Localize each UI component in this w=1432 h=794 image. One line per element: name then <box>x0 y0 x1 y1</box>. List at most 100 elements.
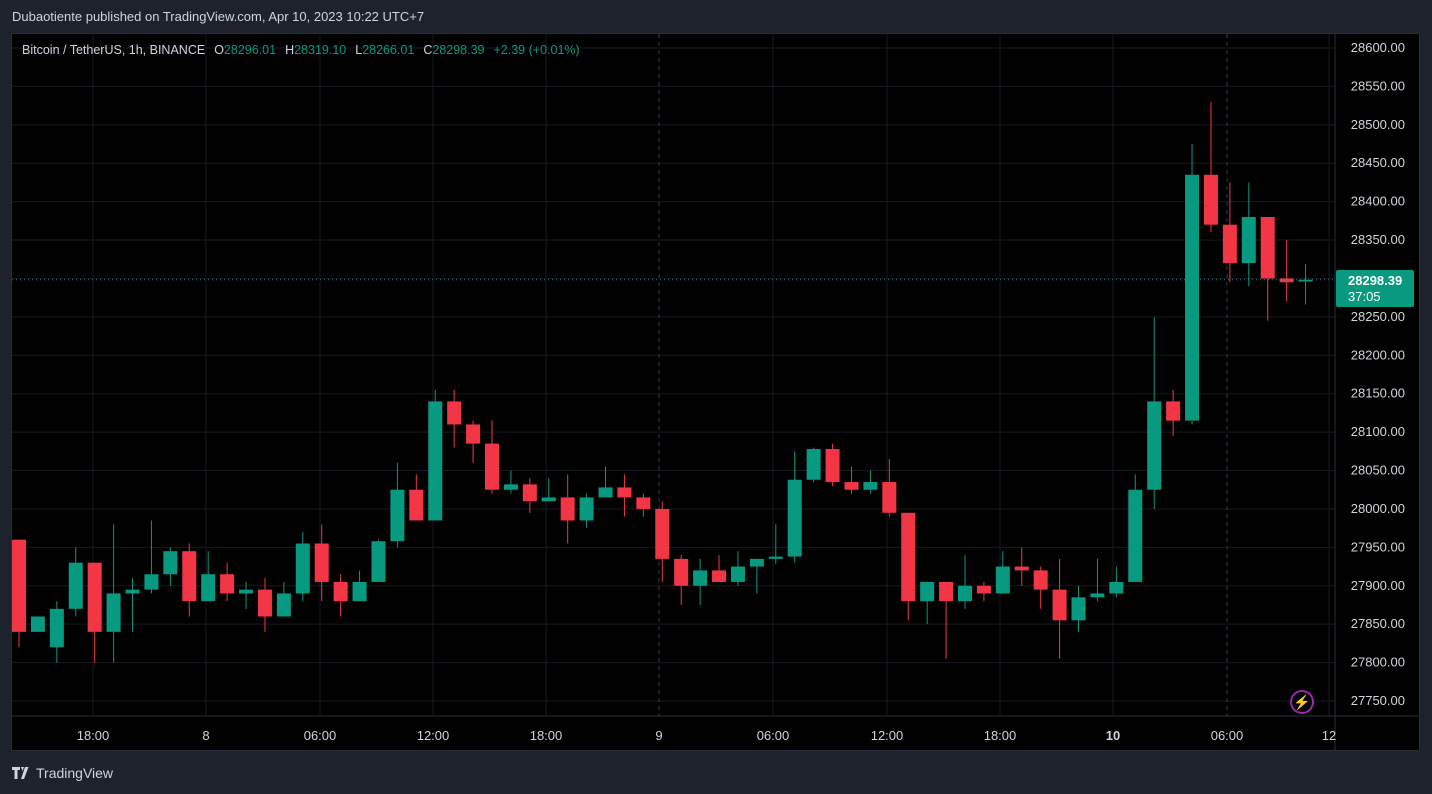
candle <box>1185 144 1200 425</box>
x-tick-label: 10 <box>1106 728 1120 743</box>
candle-body <box>655 508 670 559</box>
y-tick-label: 28500.00 <box>1351 117 1405 132</box>
candle-body <box>617 487 632 498</box>
candle <box>863 470 878 494</box>
candle-body <box>12 539 26 632</box>
candle-body <box>1128 489 1143 582</box>
candle <box>30 616 45 632</box>
y-tick-label: 28550.00 <box>1351 78 1405 93</box>
candle-body <box>466 424 481 444</box>
candle-body <box>144 574 159 590</box>
y-tick-label: 28600.00 <box>1351 40 1405 55</box>
candle <box>144 520 159 594</box>
candle <box>1203 101 1218 233</box>
candle <box>295 531 310 602</box>
candle <box>1128 474 1143 582</box>
candle <box>541 478 556 502</box>
bar-countdown: 37:05 <box>1348 289 1381 304</box>
candle-body <box>447 401 462 425</box>
candle-body <box>1071 597 1086 621</box>
candle <box>958 555 972 609</box>
candle-body <box>1222 224 1237 264</box>
candle-body <box>920 581 935 602</box>
candle-body <box>182 551 197 602</box>
candle-body <box>1052 589 1067 621</box>
candle-body <box>1203 174 1218 225</box>
open-value: 28296.01 <box>223 43 277 57</box>
x-tick-label: 18:00 <box>530 728 563 743</box>
candle <box>1090 558 1105 602</box>
x-tick-label: 06:00 <box>757 728 790 743</box>
candle <box>939 581 954 659</box>
candle-body <box>428 401 443 521</box>
candle-body <box>1298 279 1313 282</box>
candle-body <box>68 562 83 609</box>
candle <box>163 547 178 586</box>
candle <box>1298 263 1313 305</box>
candle <box>712 555 727 582</box>
candle-body <box>863 482 878 490</box>
candle-body <box>693 570 708 586</box>
candle <box>1241 182 1256 287</box>
candle-body <box>1166 401 1181 421</box>
candle <box>371 539 386 582</box>
y-tick-label: 27950.00 <box>1351 539 1405 554</box>
candle-body <box>579 497 594 521</box>
candle-body <box>541 497 556 502</box>
candle <box>882 459 897 517</box>
candle-body <box>787 479 802 557</box>
candle-body <box>1109 581 1124 594</box>
y-tick-label: 28400.00 <box>1351 194 1405 209</box>
candle-body <box>1014 566 1029 571</box>
brand-name: TradingView <box>36 765 114 781</box>
candle <box>276 581 291 617</box>
close-value: 28298.39 <box>432 43 485 57</box>
publish-header: Dubaotiente published on TradingView.com… <box>12 9 425 24</box>
y-tick-label: 28050.00 <box>1351 463 1405 478</box>
candle <box>1147 316 1162 509</box>
lightning-icon[interactable]: ⚡ <box>1290 690 1314 714</box>
candle <box>655 501 670 582</box>
low-value: 28266.01 <box>362 43 415 57</box>
candle <box>1260 217 1275 321</box>
candle <box>598 466 613 498</box>
candle-body <box>352 581 367 602</box>
candle-body <box>901 512 916 602</box>
candle <box>693 558 708 605</box>
candle <box>12 539 26 648</box>
candle-body <box>882 482 897 513</box>
x-tick-label: 9 <box>655 728 662 743</box>
candle-body <box>1033 570 1048 590</box>
y-tick-label: 28000.00 <box>1351 501 1405 516</box>
candle <box>825 443 840 486</box>
y-tick-label: 28450.00 <box>1351 155 1405 170</box>
candle <box>579 493 594 529</box>
candle <box>333 574 348 617</box>
candle-body <box>125 589 140 594</box>
candle-body <box>1090 593 1105 598</box>
symbol-label: Bitcoin / TetherUS, 1h, BINANCE <box>22 43 206 57</box>
candle <box>239 581 254 609</box>
candle <box>49 601 64 663</box>
candle-body <box>1241 217 1256 264</box>
y-tick-label: 28250.00 <box>1351 309 1405 324</box>
candle <box>409 474 424 521</box>
y-tick-label: 28350.00 <box>1351 232 1405 247</box>
candle-body <box>295 543 310 594</box>
candle-body <box>1185 174 1200 421</box>
candle-body <box>390 489 405 542</box>
candle <box>674 555 689 605</box>
candle-body <box>730 566 745 582</box>
candle <box>125 578 140 632</box>
candle-body <box>806 449 821 480</box>
candle <box>428 389 443 521</box>
x-tick-label: 06:00 <box>1211 728 1244 743</box>
candle-body <box>239 589 254 594</box>
candle-body <box>314 543 329 582</box>
candle <box>1071 585 1086 632</box>
candle <box>352 570 367 602</box>
candle <box>522 478 537 513</box>
candle-body <box>712 570 727 582</box>
candle-body <box>371 541 386 582</box>
